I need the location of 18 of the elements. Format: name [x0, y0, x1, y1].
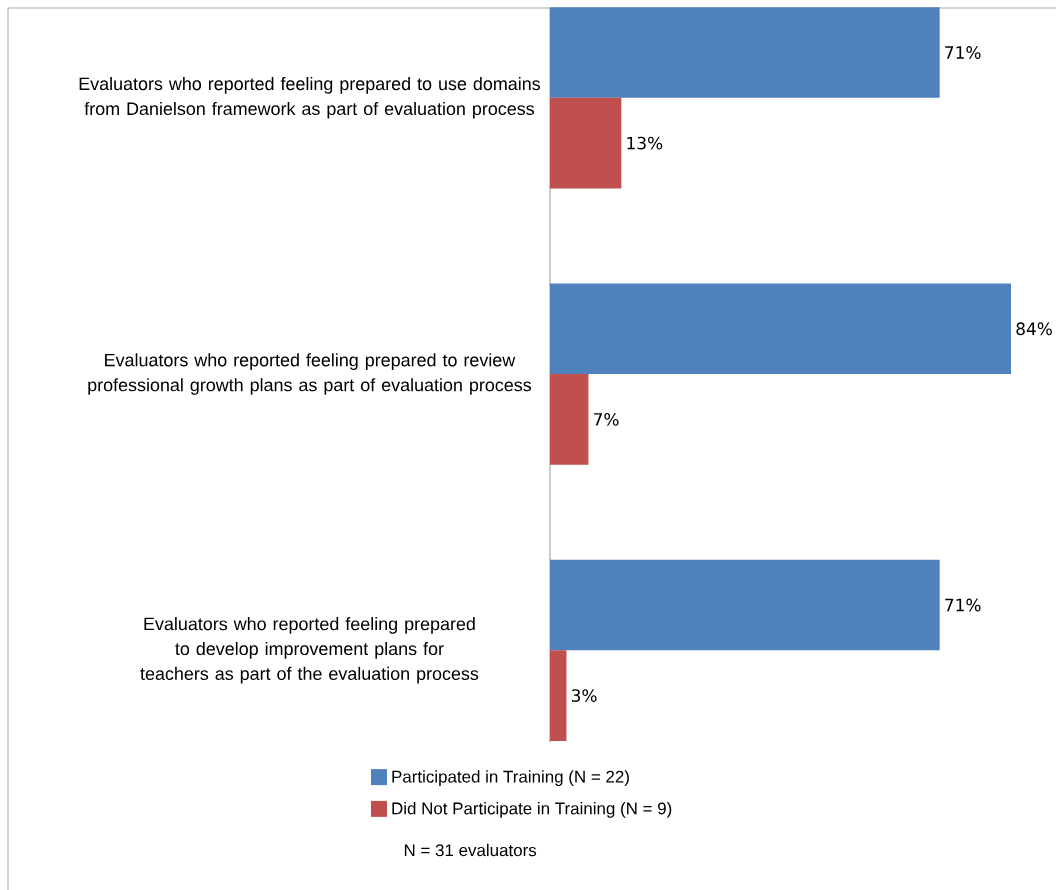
data-label: 3% [571, 689, 597, 703]
legend-label: Participated in Training (N = 22) [392, 770, 629, 787]
data-label: 7% [594, 412, 619, 426]
bar [550, 374, 589, 465]
y-tick-label: Evaluators who reported feeling prepared to review professional growth plans as part of evaluation process [88, 353, 532, 395]
bar [550, 559, 940, 651]
data-label: 71% [945, 598, 981, 612]
y-tick-label: Evaluators who reported feeling prepared to use domains from Danielson framework as part of evaluation process [79, 76, 541, 119]
bar [550, 7, 940, 98]
y-tick-label: Evaluators who reported feeling prepared to develop improvement plans for teachers as part of the evaluation process [140, 617, 479, 684]
legend-label: Did Not Participate in Training (N = 9) [392, 802, 672, 818]
data-label: 71% [945, 46, 981, 59]
bar [550, 97, 622, 189]
bar [550, 283, 1012, 375]
text: N = 31 evaluators [404, 843, 537, 857]
bar [550, 650, 567, 741]
data-label: 84% [1016, 322, 1052, 336]
data-label: 13% [627, 136, 663, 150]
